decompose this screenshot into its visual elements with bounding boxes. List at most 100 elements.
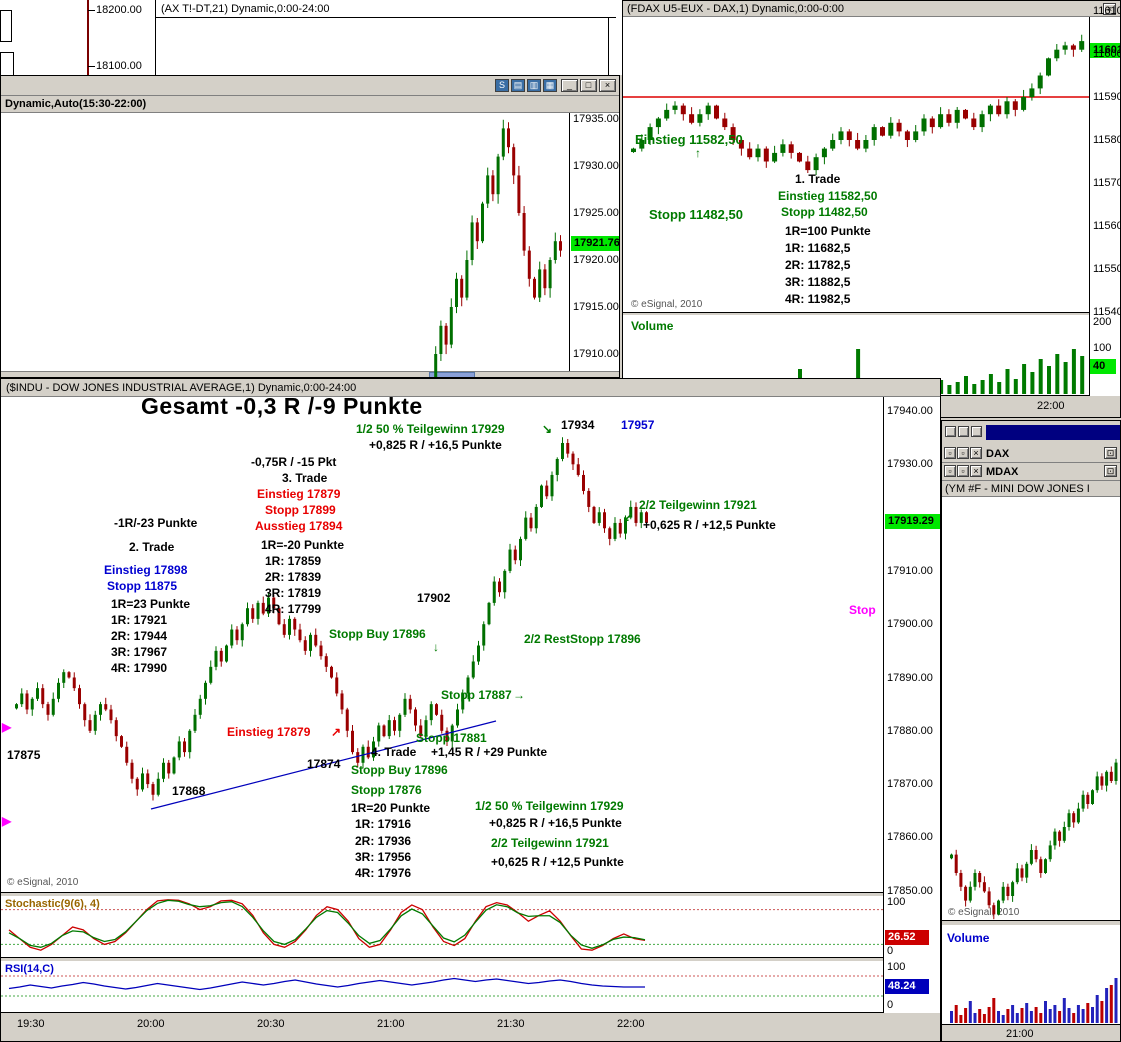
scrollbar-thumb[interactable] [429, 372, 475, 377]
panel-button[interactable]: × [970, 465, 982, 477]
close-button[interactable]: × [599, 79, 616, 92]
annotation: -0,75R / -15 Pkt [251, 455, 337, 469]
tick [88, 66, 95, 67]
window-fdax: (FDAX U5-EUX - DAX,1) Dynamic,0:00-0:00 … [622, 0, 1121, 418]
annotation: 17874 [307, 757, 341, 771]
panel-restore-button[interactable]: ⊡ [1104, 447, 1117, 459]
annotation: 2/2 Teilgewinn 17921 [639, 498, 757, 512]
annotation: → [513, 688, 525, 702]
annotation: Stopp Buy 17896 [329, 627, 426, 641]
toolbar-button[interactable] [958, 426, 969, 437]
window-fragment [0, 52, 14, 75]
rsi-value-box: 48.24 [885, 979, 929, 994]
axis-label: 17900.00 [887, 618, 933, 631]
price-line [87, 0, 89, 75]
minimize-button[interactable]: _ [561, 79, 578, 92]
axis-label: 17890.00 [887, 671, 933, 684]
annotation: 2R: 17936 [355, 834, 412, 848]
annotation: 1/2 50 % Teilgewinn 17929 [475, 799, 624, 813]
fdax-axis-column [1089, 17, 1120, 396]
axis-label: 11560 [1093, 220, 1121, 232]
time-label: 22:00 [1037, 400, 1065, 412]
annotation: Einstieg 17898 [104, 563, 188, 577]
axis-label: 17860.00 [887, 831, 933, 844]
panel-button[interactable]: ▫ [957, 465, 969, 477]
stoch-value-box: 26.52 [885, 930, 929, 945]
annotation: +1,45 R / +29 Punkte [431, 745, 548, 759]
axis-label: 200 [1093, 316, 1112, 328]
chart-toolbar-button[interactable]: ▤ [511, 79, 525, 92]
chart-heading: Gesamt -0,3 R /-9 Punkte [141, 393, 423, 419]
last-price-box: 11601 [1090, 43, 1120, 58]
annotation: 17902 [417, 591, 451, 605]
close-button[interactable]: × [1103, 3, 1116, 15]
axis-label: 17880.00 [887, 724, 933, 737]
annotation: +0,825 R / +16,5 Punkte [369, 438, 502, 452]
indu-stoch-pane[interactable] [1, 896, 883, 958]
chart-header: Dynamic,Auto(15:30-22:00) [1, 96, 619, 113]
annotation: 1R: 17859 [265, 554, 322, 568]
fdax-price-pane[interactable] [623, 17, 1089, 313]
h-scrollbar[interactable] [1, 371, 619, 377]
panel-label: DAX [986, 448, 1010, 460]
indu-axis-column [883, 397, 940, 1013]
annotation: 1R: 11682,5 [785, 241, 851, 255]
window-fragment-topmid: (AX T!-DT,21) Dynamic,0:00-24:00 [155, 0, 623, 75]
chart-toolbar-button[interactable]: ▥ [527, 79, 541, 92]
annotation: 4R: 11982,5 [785, 292, 851, 306]
last-price-box: 17919.29 [885, 514, 940, 529]
copyright: © eSignal, 2010 [948, 907, 1020, 918]
annotation: Stop [849, 603, 876, 617]
annotation: 4. Trade [371, 745, 417, 759]
axis-label: 17935.00 [573, 113, 619, 125]
annotation: 17957 [621, 418, 655, 432]
annotation: 17934 [561, 418, 595, 432]
partial-window-titlebar[interactable] [986, 425, 1120, 440]
axis-label: 17925.00 [573, 207, 619, 219]
panel-button[interactable]: × [970, 447, 982, 459]
axis-label: 0 [887, 945, 894, 957]
toolbar-button[interactable] [971, 426, 982, 437]
annotation: 1R=20 Punkte [351, 801, 431, 815]
annotation: Einstieg 11582,50 [635, 132, 743, 147]
indu-price-pane[interactable] [1, 397, 883, 893]
annotation: 1R=-20 Punkte [261, 538, 345, 552]
annotation: ↑ [695, 146, 701, 160]
copyright: © eSignal, 2010 [7, 877, 79, 888]
indu-rsi-pane[interactable] [1, 961, 883, 1013]
annotation: 4R: 17799 [265, 602, 322, 616]
toolbar-button[interactable] [945, 426, 956, 437]
maximize-button[interactable]: □ [580, 79, 597, 92]
mini-price-pane[interactable] [1, 113, 569, 371]
titlebar[interactable] [1, 76, 619, 96]
ym-price-pane[interactable] [942, 497, 1120, 921]
annotation: 4R: 17990 [111, 661, 168, 675]
panel-restore-button[interactable]: ⊡ [1104, 465, 1117, 477]
axis-label: 18100.00 [96, 60, 142, 72]
panel-button[interactable]: ▫ [944, 465, 956, 477]
annotation: 2R: 17944 [111, 629, 168, 643]
panel-button[interactable]: ▫ [957, 447, 969, 459]
annotation: 3R: 17956 [355, 850, 412, 864]
panel-titlebar-dax[interactable]: ▫ ▫ × DAX ⊡ [942, 445, 1120, 463]
volume-label: Volume [947, 931, 990, 945]
titlebar[interactable]: (FDAX U5-EUX - DAX,1) Dynamic,0:00-0:00 … [623, 1, 1120, 17]
chart-toolbar-button[interactable]: S [495, 79, 509, 92]
titlebar[interactable]: ($INDU - DOW JONES INDUSTRIAL AVERAGE,1)… [1, 379, 940, 397]
window-indu: ($INDU - DOW JONES INDUSTRIAL AVERAGE,1)… [0, 378, 941, 1042]
annotation: 1R: 17921 [111, 613, 168, 627]
axis-label: 11600 [1093, 48, 1121, 60]
volume-label: Volume [631, 319, 674, 333]
panel-label: MDAX [986, 466, 1019, 478]
panel-titlebar-mdax[interactable]: ▫ ▫ × MDAX ⊡ [942, 463, 1120, 481]
annotation: 3R: 17967 [111, 645, 168, 659]
stoch-label: Stochastic(9(6), 4) [5, 898, 100, 910]
window-title: (FDAX U5-EUX - DAX,1) Dynamic,0:00-0:00 [627, 3, 845, 15]
ym-title-row[interactable]: (YM #F - MINI DOW JONES I [942, 481, 1120, 497]
window-title[interactable]: (AX T!-DT,21) Dynamic,0:00-24:00 [161, 3, 330, 15]
chart-toolbar-button[interactable]: ▦ [543, 79, 557, 92]
panel-button[interactable]: ▫ [944, 447, 956, 459]
axis-label: 17940.00 [887, 405, 933, 417]
annotation: 3. Trade [282, 471, 328, 485]
axis-label: 18200.00 [96, 4, 142, 16]
